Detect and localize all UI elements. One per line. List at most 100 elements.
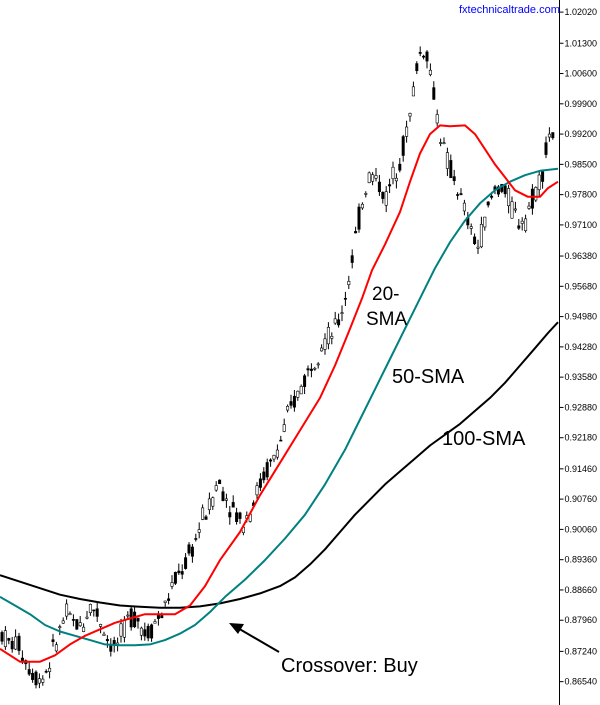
candle-body [364,193,368,195]
candle-body [275,449,279,458]
candle-body [401,136,405,156]
candle-body [530,188,534,209]
candle-body [27,669,31,675]
y-tick-label: 0.93580 [565,372,598,382]
y-tick-label: 0.99900 [565,99,598,109]
candle-body [255,485,259,496]
candle-body [211,497,215,507]
sma100-line [0,321,559,609]
y-tick-label: 0.88660 [565,585,598,595]
candle-body [449,160,453,179]
candle-body [513,208,517,211]
y-tick-label: 0.92180 [565,433,598,443]
watermark: fxtechnicaltrade.com [459,4,560,16]
candle-body [170,582,174,587]
candle-body [299,386,303,395]
candle-body [394,177,398,182]
candle-body [160,615,164,619]
candle-body [194,538,198,540]
candle-body [92,609,96,612]
candle-body [313,367,317,370]
candle-body [95,608,99,617]
candle-body [537,174,541,190]
candle-body [374,175,378,179]
candle-body [326,327,330,345]
candle-body [20,657,24,661]
candle-body [469,226,473,229]
candle-body [517,225,521,229]
candle-body [224,498,228,501]
candle-body [218,479,222,485]
sma20-label-line2: SMA [366,309,408,330]
y-tick-label: 0.98500 [565,159,598,169]
candle-body [524,218,528,231]
candle-body [272,454,276,460]
y-tick-label: 0.90760 [565,494,598,504]
candle-body [428,69,432,75]
candle-body [78,622,82,627]
candle-body [126,614,130,617]
candle-body [37,678,41,684]
sma50-label: 50-SMA [392,366,465,388]
candle-body [340,312,344,314]
candle-body [371,174,375,182]
candle-body [143,629,147,637]
candle-body [347,281,351,285]
candle-body [435,114,439,124]
candle-body [408,113,412,117]
candle-body [119,623,123,637]
candle-body [228,512,232,518]
candle-body [61,620,65,624]
candle-body [88,603,92,613]
candle-body [7,638,11,641]
candle-body [197,529,201,533]
candle-body [122,620,126,638]
candle-body [350,255,354,263]
candle-body [201,507,205,520]
candle-body [258,478,262,488]
candle-body [367,172,371,183]
candle-body [68,613,72,616]
candle-body [547,133,551,138]
candle-body [235,512,239,522]
candle-body [398,163,402,171]
candle-body [177,570,181,574]
candle-body [75,619,79,630]
crossover-arrow [229,623,280,653]
candle-body [231,502,235,508]
candle-body [425,51,429,62]
candle-body [503,185,507,195]
y-tick-label: 0.94980 [565,312,598,322]
candle-body [462,202,466,212]
candle-body [85,616,89,619]
candle-body [34,671,38,686]
candle-body [71,619,75,621]
candle-body [279,439,283,442]
candle-body [102,633,106,636]
candle-body [473,236,477,245]
y-tick-label: 1.02020 [565,7,598,17]
candle-body [337,319,341,326]
y-tick-label: 0.94280 [565,342,598,352]
candle-body [153,621,157,624]
candle-body [510,201,514,219]
sma20-label-line1: 20- [372,284,399,305]
candle-body [354,231,358,234]
candlestick-series [0,46,555,689]
candle-body [343,297,347,300]
candle-body [520,220,524,224]
candle-body [82,626,86,632]
y-tick-label: 0.86540 [565,677,598,687]
candle-body [41,678,45,683]
candle-body [459,193,463,195]
crossover-label: Crossover: Buy [281,655,418,677]
candle-body [262,471,266,481]
candle-body [265,462,269,478]
candle-body [306,368,310,371]
candle-body [238,512,242,519]
candle-body [0,632,4,642]
candle-body [320,347,324,352]
candle-body [10,640,14,650]
candle-body [415,63,419,72]
